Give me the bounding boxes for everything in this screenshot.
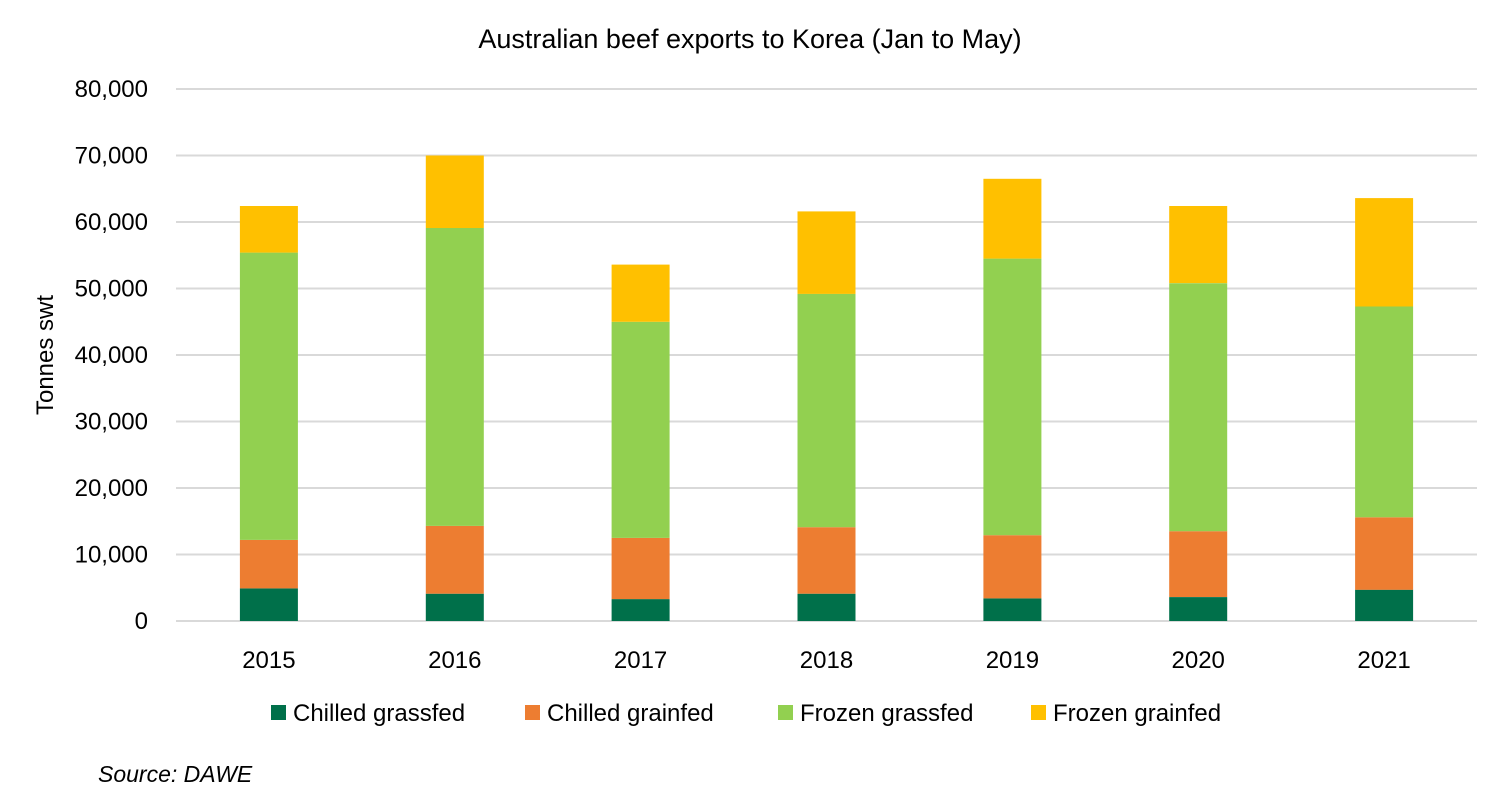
- bar-segment: [611, 537, 670, 600]
- x-tick-label: 2015: [242, 647, 295, 674]
- legend-label: Chilled grassfed: [293, 700, 465, 727]
- bar-segment: [1355, 198, 1414, 307]
- y-tick-label: 0: [135, 608, 148, 635]
- y-axis-label: Tonnes swt: [32, 295, 59, 415]
- legend-swatch: [1031, 705, 1046, 720]
- y-tick-label: 20,000: [75, 475, 148, 502]
- x-tick-label: 2017: [614, 647, 667, 674]
- bar-segment: [983, 598, 1042, 621]
- bar-segment: [425, 525, 484, 594]
- bar-segment: [239, 539, 298, 589]
- y-tick-label: 10,000: [75, 542, 148, 569]
- bar-segment: [1169, 206, 1228, 284]
- bar-segment: [239, 588, 298, 621]
- bar-segment: [1355, 306, 1414, 518]
- bar-segment: [983, 258, 1042, 536]
- y-tick-label: 30,000: [75, 409, 148, 436]
- legend-label: Frozen grassfed: [800, 700, 973, 727]
- bar-segment: [425, 593, 484, 621]
- bar-segment: [983, 178, 1042, 259]
- source-note: Source: DAWE: [98, 761, 253, 787]
- y-axis-ticks: 0 10,000 20,000 30,000 40,000 50,000 60,000 70,…: [75, 76, 148, 635]
- bar-segment: [797, 527, 856, 594]
- x-tick-label: 2016: [428, 647, 481, 674]
- bar-segment: [1169, 531, 1228, 597]
- x-tick-label: 2021: [1357, 647, 1410, 674]
- chart-title: Australian beef exports to Korea (Jan to…: [478, 24, 1021, 54]
- x-axis-ticks: 2015 2016 2017 2018 2019 2020 2021: [242, 647, 1411, 674]
- y-tick-label: 70,000: [75, 143, 148, 170]
- legend-label: Chilled grainfed: [547, 700, 714, 727]
- y-tick-label: 50,000: [75, 276, 148, 303]
- legend: Chilled grassfed Chilled grainfed Frozen g…: [271, 700, 1221, 727]
- legend-swatch: [778, 705, 793, 720]
- bar-segment: [797, 211, 856, 294]
- bars: [239, 155, 1414, 621]
- legend-swatch: [271, 705, 286, 720]
- bar-segment: [611, 264, 670, 322]
- bar-segment: [1169, 597, 1228, 621]
- bar-segment: [425, 228, 484, 526]
- bar-segment: [1355, 589, 1414, 621]
- legend-swatch: [525, 705, 540, 720]
- y-tick-label: 40,000: [75, 342, 148, 369]
- bar-segment: [611, 321, 670, 538]
- x-tick-label: 2019: [986, 647, 1039, 674]
- legend-label: Frozen grainfed: [1053, 700, 1221, 727]
- bar-segment: [983, 535, 1042, 599]
- bar-segment: [797, 593, 856, 621]
- bar-segment: [797, 293, 856, 528]
- bar-segment: [425, 155, 484, 228]
- bar-segment: [1355, 517, 1414, 590]
- bar-segment: [239, 206, 298, 253]
- bar-segment: [611, 599, 670, 621]
- bar-segment: [239, 252, 298, 540]
- y-tick-label: 60,000: [75, 209, 148, 236]
- x-tick-label: 2018: [800, 647, 853, 674]
- bar-segment: [1169, 283, 1228, 532]
- y-tick-label: 80,000: [75, 76, 148, 103]
- x-tick-label: 2020: [1172, 647, 1225, 674]
